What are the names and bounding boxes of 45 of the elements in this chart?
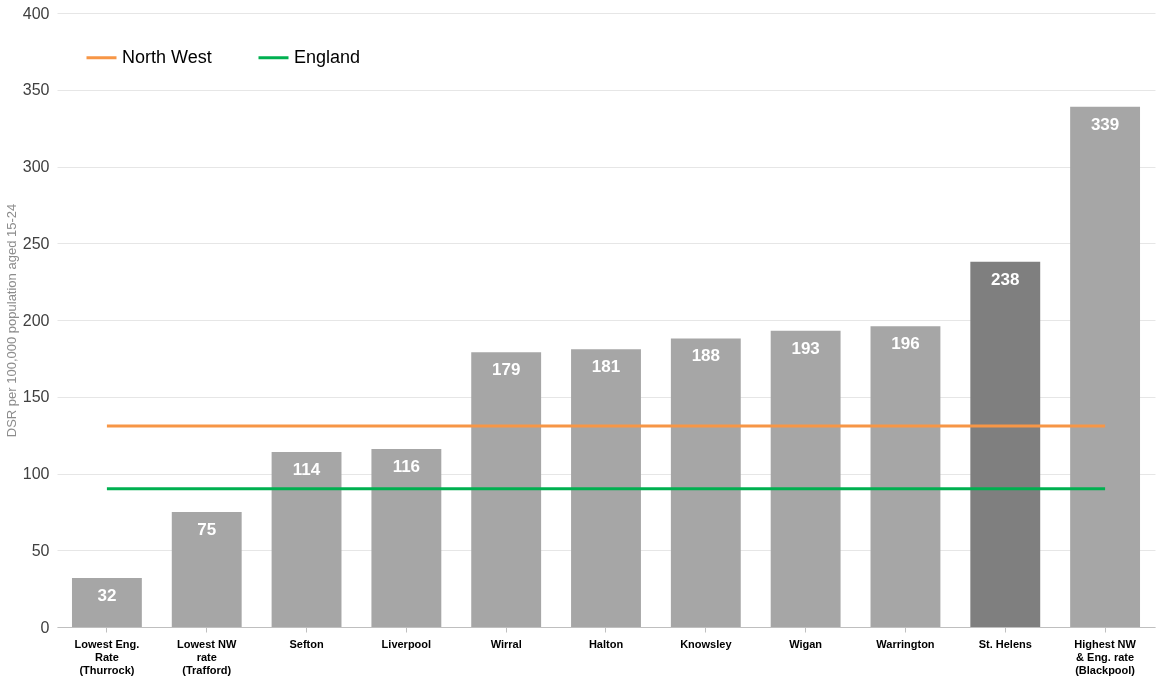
y-tick-label: 200 — [22, 311, 50, 329]
data-label: 339 — [1090, 114, 1120, 134]
x-tick-label: Lowest NW rate (Trafford) — [177, 637, 237, 676]
x-tick-label: Sefton — [289, 637, 324, 650]
x-tick-label: Knowsley — [680, 637, 733, 650]
x-tick-label: Liverpool — [381, 637, 432, 650]
bar — [870, 326, 941, 627]
y-axis-title: DSR per 100,000 population aged 15-24 — [3, 203, 19, 438]
bar — [271, 452, 342, 627]
x-tick-label: Wigan — [789, 637, 823, 650]
data-label: 193 — [791, 338, 820, 358]
bar — [171, 511, 242, 627]
y-tick-label: 300 — [22, 158, 50, 175]
data-label: 238 — [991, 269, 1020, 289]
y-tick-label: 0 — [40, 618, 50, 636]
x-tick-label: Warrington — [876, 637, 935, 650]
y-tick-label: 400 — [22, 4, 50, 22]
data-label: 188 — [691, 346, 721, 366]
x-tick-label: St. Helens — [978, 637, 1032, 650]
bar — [970, 261, 1041, 627]
data-label: 181 — [591, 357, 621, 377]
data-label: 116 — [392, 456, 421, 476]
x-tick-label: Halton — [588, 637, 624, 650]
x-tick-label: Wirral — [490, 637, 522, 650]
y-tick-label: 50 — [31, 541, 50, 559]
data-label: 32 — [97, 585, 117, 605]
x-tick-label: Highest NW & Eng. rate (Blackpool) — [1074, 637, 1137, 676]
bar — [71, 577, 142, 627]
bar — [571, 349, 641, 627]
y-tick-label: 250 — [22, 234, 50, 252]
x-tick-label: Lowest Eng. Rate (Thurrock) — [74, 637, 140, 676]
bar — [471, 352, 542, 627]
y-tick-label: 100 — [22, 465, 50, 482]
y-tick-label: 350 — [22, 81, 50, 99]
bar — [371, 448, 442, 627]
data-label: 75 — [197, 519, 217, 539]
data-label: 114 — [292, 460, 321, 480]
data-label: 196 — [891, 334, 920, 354]
y-tick-label: 150 — [22, 388, 50, 406]
legend-label: North West — [122, 46, 212, 67]
bar — [670, 338, 741, 627]
legend-label: England — [294, 46, 361, 67]
data-label: 179 — [491, 360, 521, 380]
bar — [1070, 106, 1141, 627]
bar — [770, 330, 841, 627]
